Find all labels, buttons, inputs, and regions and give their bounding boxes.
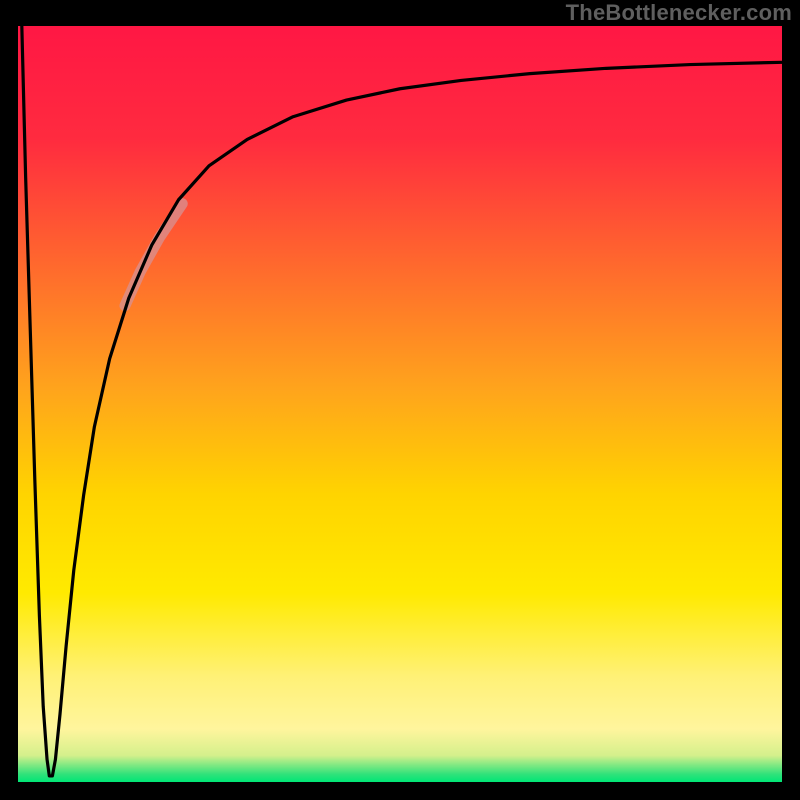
plot-background [18, 26, 782, 782]
bottleneck-chart [0, 0, 800, 800]
chart-container: { "watermark": { "text": "TheBottlenecke… [0, 0, 800, 800]
watermark-text: TheBottlenecker.com [566, 0, 792, 26]
